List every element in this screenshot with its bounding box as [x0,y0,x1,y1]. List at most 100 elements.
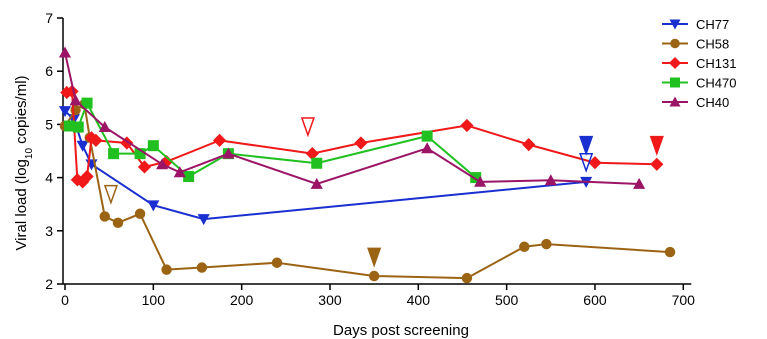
legend-label-ch470: CH470 [696,76,736,91]
series-layer [58,46,676,284]
y-tick-label: 4 [45,170,53,186]
series-ch58-point [161,264,172,275]
series-ch40-point [69,94,82,106]
legend-marker-ch40 [669,96,681,107]
series-ch58-point [112,217,124,229]
series-ch40-line [64,52,640,186]
x-tick-label: 100 [142,292,166,308]
series-ch470-point [72,121,84,133]
series-ch470-point [81,97,93,109]
series-ch131 [60,84,664,189]
series-ch58-point [70,104,81,116]
series-ch58-point [134,208,146,220]
x-tick-label: 700 [672,292,696,308]
series-ch77-point [58,106,72,118]
legend-label-ch77: CH77 [696,17,729,32]
series-ch58 [59,98,676,284]
series-ch40-point [98,121,111,133]
x-tick-label: 300 [318,292,342,308]
series-ch58-point [541,238,552,250]
series-ch470-point [421,130,433,142]
series-ch58-point [664,246,676,258]
series-ch131-point [650,157,664,171]
series-ch40-point [156,158,169,170]
series-ch470-point [63,120,75,132]
series-ch131-point [212,133,227,147]
annotation-marker-ch131 [300,117,315,138]
series-ch131-point [522,138,536,152]
legend-marker-ch470 [670,77,680,88]
series-ch58-point [196,262,208,273]
series-ch40-point [222,147,235,159]
series-ch77 [58,106,593,226]
y-tick-label: 6 [45,63,53,79]
annotation-marker-ch58 [367,247,382,268]
series-ch58-line [64,102,671,280]
y-axis-title: Viral load (log10 copies/ml) [13,75,35,250]
series-ch40-point [544,174,557,186]
series-ch77-point [147,200,160,212]
series-ch77-point [197,214,210,226]
series-ch58-point [368,270,380,282]
series-ch40-point [58,46,72,58]
series-ch470-point [108,148,120,160]
y-tick-label: 5 [45,116,53,132]
series-ch40-point [310,177,323,189]
annotation-marker-ch58 [103,184,118,205]
legend-label-ch40: CH40 [696,95,729,110]
y-tick-label: 3 [45,223,53,239]
series-ch470-point [134,148,146,160]
series-ch470-point [311,157,323,169]
annotation-marker-ch77 [579,152,594,173]
series-ch131-point [120,136,134,150]
legend-marker-ch131 [669,57,681,69]
series-ch131-point [460,118,474,133]
legend-label-ch131: CH131 [696,56,736,71]
series-ch58-point [99,211,110,222]
legend-label-ch58: CH58 [696,37,729,52]
series-ch40 [58,46,646,189]
axes: 2 3 4 5 6 7 0 100 200 300 400 500 600 700 [45,10,695,308]
series-ch470-point [183,171,195,183]
series-ch40-point [633,177,646,189]
annotations-layer [103,117,664,268]
series-ch58-point [519,241,530,252]
series-ch58-point [461,272,473,284]
series-ch40-point [474,175,487,187]
series-ch470-point [470,172,482,184]
series-ch131-point [354,136,368,150]
y-tick-label: 2 [45,276,53,292]
series-ch131-point [89,133,103,147]
series-ch470-point [147,140,159,152]
series-ch58-point [271,257,283,268]
x-tick-label: 400 [407,292,431,308]
annotation-marker-ch77 [579,135,594,156]
series-ch131-point [65,84,79,99]
legend-item-ch77: CH77 [662,17,729,32]
x-tick-label: 500 [495,292,519,308]
legend-item-ch40: CH40 [662,95,729,110]
legend-item-ch58: CH58 [662,37,729,52]
x-axis-title: Days post screening [333,322,469,339]
series-ch131-point [80,169,94,184]
series-ch77-point [76,140,89,152]
series-ch131-line [66,90,657,184]
series-ch131-point [137,160,152,174]
series-ch131-point [305,147,319,161]
series-ch470 [63,97,482,184]
x-tick-label: 0 [61,292,69,308]
legend-marker-ch77 [669,19,681,30]
series-ch40-point [421,142,434,154]
legend-marker-ch58 [670,38,680,49]
legend-item-ch131: CH131 [662,56,736,71]
series-ch131-point [588,156,602,170]
legend-item-ch470: CH470 [662,76,736,91]
annotation-marker-ch131 [649,135,664,156]
x-tick-label: 600 [583,292,607,308]
x-tick-label: 200 [230,292,254,308]
y-tick-label: 7 [45,10,53,26]
legend: CH77 CH58 CH131 CH470 CH40 [662,17,736,110]
series-ch40-point [173,166,186,178]
